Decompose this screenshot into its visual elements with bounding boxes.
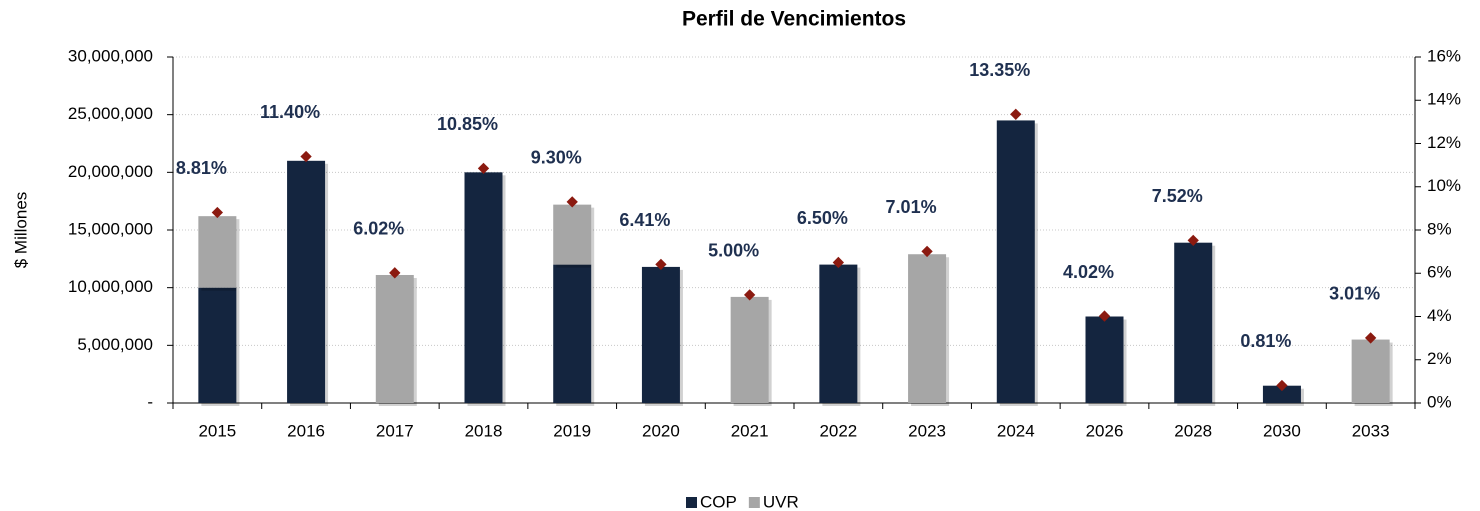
x-tick-label: 2018 xyxy=(465,421,503,440)
bar xyxy=(464,172,503,403)
y2-tick-label: 0% xyxy=(1427,392,1452,411)
x-tick-label: 2020 xyxy=(642,421,680,440)
x-tick-label: 2026 xyxy=(1086,421,1124,440)
marker xyxy=(477,162,490,175)
marker xyxy=(211,206,224,219)
y2-tick-label: 2% xyxy=(1427,349,1452,368)
bar xyxy=(996,120,1035,403)
bar xyxy=(1085,316,1124,403)
value-label: 11.40% xyxy=(260,102,320,122)
legend-swatch xyxy=(686,497,697,508)
value-label: 5.00% xyxy=(708,241,759,261)
marker xyxy=(832,256,845,269)
y2-tick-label: 8% xyxy=(1427,219,1452,238)
bar xyxy=(1262,385,1301,403)
x-tick-label: 2033 xyxy=(1352,421,1390,440)
x-tick-label: 2024 xyxy=(997,421,1035,440)
x-tick-label: 2015 xyxy=(198,421,236,440)
marker xyxy=(743,289,756,301)
value-label: 8.81% xyxy=(176,158,227,178)
bar xyxy=(730,296,769,403)
bar xyxy=(198,287,237,403)
value-label: 9.30% xyxy=(531,148,582,168)
bar xyxy=(908,254,947,403)
bar xyxy=(553,204,592,265)
value-label: 6.50% xyxy=(797,208,848,228)
x-tick-label: 2017 xyxy=(376,421,414,440)
value-label: 6.41% xyxy=(619,210,670,230)
y-tick-label: - xyxy=(147,392,153,411)
x-tick-label: 2016 xyxy=(287,421,325,440)
marker xyxy=(1364,332,1377,344)
y-tick-label: 10,000,000 xyxy=(68,277,153,296)
marker xyxy=(1098,310,1111,322)
x-tick-label: 2030 xyxy=(1263,421,1301,440)
marker xyxy=(921,245,933,258)
x-tick-label: 2019 xyxy=(553,421,591,440)
marker xyxy=(566,196,578,208)
y2-tick-label: 16% xyxy=(1427,46,1461,65)
bar xyxy=(198,216,237,288)
x-tick-label: 2022 xyxy=(819,421,857,440)
bar xyxy=(287,160,326,403)
y-axis-label: $ Millones xyxy=(11,192,30,269)
y2-tick-label: 14% xyxy=(1427,90,1461,109)
chart-title: Perfil de Vencimientos xyxy=(682,8,906,31)
y2-tick-label: 12% xyxy=(1427,133,1461,152)
y-tick-label: 5,000,000 xyxy=(77,335,153,354)
bar xyxy=(375,274,414,403)
legend-label: COP xyxy=(700,492,737,511)
y2-tick-label: 10% xyxy=(1427,176,1461,195)
x-tick-label: 2028 xyxy=(1174,421,1212,440)
y2-tick-label: 6% xyxy=(1427,263,1452,282)
bar xyxy=(1174,242,1213,403)
y-tick-label: 30,000,000 xyxy=(68,46,153,65)
marker xyxy=(300,150,312,163)
value-label: 0.81% xyxy=(1240,331,1291,351)
value-label: 4.02% xyxy=(1063,262,1114,282)
bar xyxy=(553,264,592,403)
y-tick-label: 20,000,000 xyxy=(68,162,153,181)
legend-swatch xyxy=(748,497,760,508)
marker xyxy=(1010,108,1022,120)
marker xyxy=(389,267,401,279)
value-label: 7.01% xyxy=(886,197,937,217)
bar xyxy=(1351,339,1390,403)
y2-tick-label: 4% xyxy=(1427,306,1452,325)
marker xyxy=(655,258,667,271)
marker xyxy=(1276,379,1288,392)
y-tick-label: 25,000,000 xyxy=(68,104,153,123)
value-label: 6.02% xyxy=(353,219,404,239)
value-label: 7.52% xyxy=(1152,186,1203,206)
value-label: 13.35% xyxy=(969,60,1030,80)
y-tick-label: 15,000,000 xyxy=(68,219,153,238)
x-tick-label: 2023 xyxy=(908,421,946,440)
marker xyxy=(1187,234,1199,247)
value-label: 10.85% xyxy=(437,114,498,134)
value-label: 3.01% xyxy=(1329,284,1380,304)
x-tick-label: 2021 xyxy=(731,421,769,440)
bar xyxy=(641,266,680,403)
legend-label: UVR xyxy=(763,492,799,511)
bar xyxy=(819,264,858,403)
